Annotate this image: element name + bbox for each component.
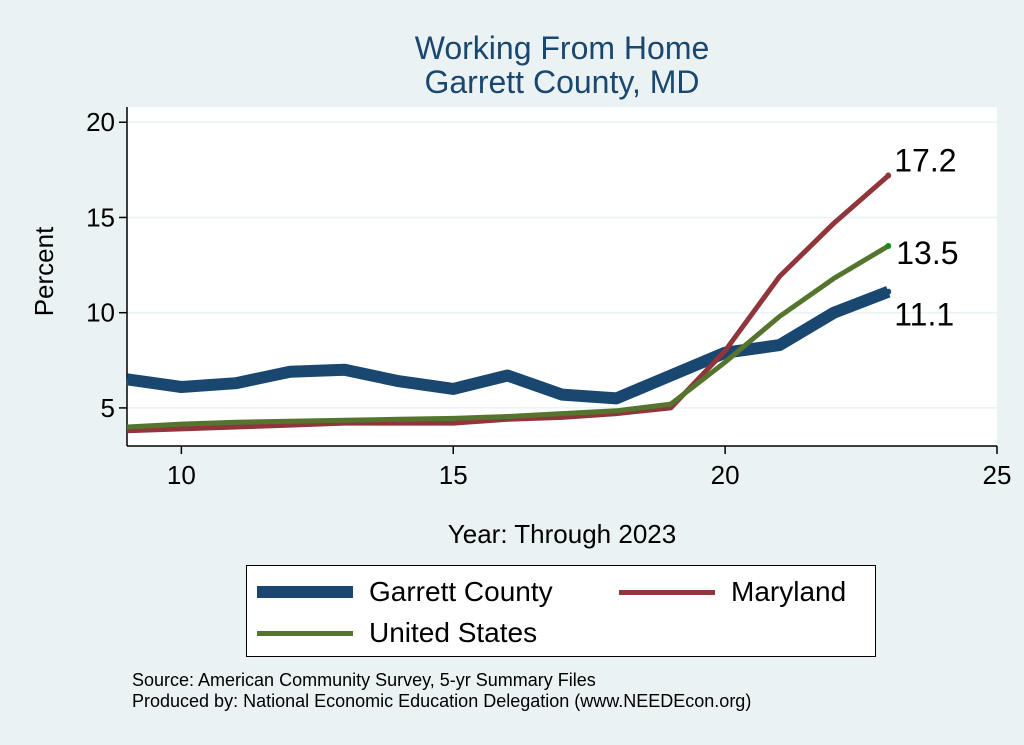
legend-swatch-maryland (619, 589, 715, 595)
legend-label-garrett-county: Garrett County (369, 576, 553, 607)
end-label-garrett-county: 11.1 (894, 297, 954, 333)
legend: Garrett County Maryland United States (246, 565, 876, 657)
producer-line: Produced by: National Economic Education… (132, 691, 752, 711)
x-tick-label: 25 (983, 460, 1012, 490)
end-label-maryland: 17.2 (894, 143, 956, 179)
legend-item-garrett-county: Garrett County (257, 576, 553, 608)
series-line-united-states (126, 243, 890, 430)
series-line-united-states-end-marker (885, 243, 892, 250)
legend-item-united-states: United States (257, 617, 537, 649)
legend-swatch-united-states (257, 630, 353, 636)
y-tick-label: 5 (101, 393, 115, 423)
source-note: Source: American Community Survey, 5-yr … (132, 670, 751, 712)
legend-label-united-states: United States (369, 617, 538, 648)
plot-area: 5 10 15 20 10 15 20 25 Year: Through 2023 Percent… (29, 107, 1012, 549)
y-tick-label: 10 (86, 298, 115, 328)
legend-swatch-garrett-county (257, 586, 353, 598)
end-label-united-states: 13.5 (896, 235, 958, 271)
x-tick-label: 20 (711, 460, 740, 490)
x-tick-label: 10 (167, 460, 196, 490)
series-line-maryland-end-marker (885, 172, 892, 179)
series-line-garrett-county-end-marker (885, 288, 892, 295)
y-tick-label: 15 (86, 202, 115, 232)
series-line-garrett-county (126, 286, 891, 405)
chart-subtitle: Garrett County, MD (424, 64, 700, 100)
chart-title: Working From Home (414, 30, 710, 66)
y-axis-title: Percent (29, 226, 59, 316)
legend-item-maryland: Maryland (619, 576, 846, 608)
x-tick-label: 15 (439, 460, 468, 490)
x-axis-title: Year: Through 2023 (448, 519, 676, 549)
series-line-maryland (126, 173, 890, 434)
legend-label-maryland: Maryland (731, 576, 847, 607)
source-line: Source: American Community Survey, 5-yr … (132, 670, 596, 690)
y-tick-label: 20 (86, 107, 115, 137)
